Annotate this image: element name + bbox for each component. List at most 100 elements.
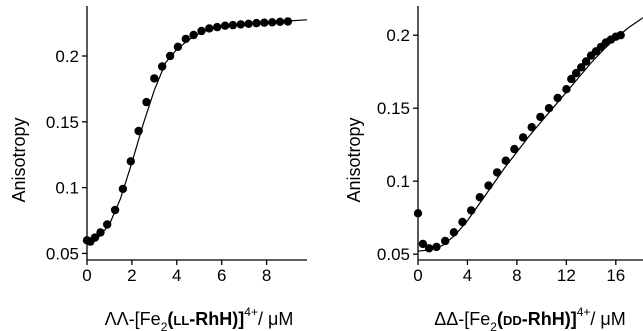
right-data-point — [544, 104, 554, 113]
right-ytick-label: 0.05 — [377, 245, 410, 264]
right-panel: Anisotropy 0.05 0.1 0.15 0.2 0 4 8 12 16… — [344, 6, 643, 331]
right-data-point — [467, 206, 476, 215]
right-data-point — [572, 68, 581, 78]
left-data-point — [197, 26, 206, 36]
right-xtick-label: 8 — [512, 266, 521, 285]
right-data-point — [536, 112, 545, 122]
right-xlabel-open: ( — [497, 309, 503, 329]
right-data-point — [475, 193, 484, 202]
left-data-point — [126, 157, 135, 166]
left-fit-line — [86, 19, 308, 244]
right-data-point — [553, 93, 562, 103]
left-xlabel: ΛΛ-[Fe2(LL-RhH)]4+/ μM — [105, 305, 294, 331]
left-data-points — [82, 17, 293, 246]
left-data-point — [96, 228, 105, 237]
right-data-point — [562, 85, 571, 94]
left-data-point — [181, 34, 190, 44]
left-data-point — [150, 74, 159, 83]
right-xlabel-bold: -RhH — [522, 309, 565, 329]
right-fit-line — [417, 17, 643, 252]
left-data-point — [220, 21, 230, 30]
left-xlabel-unit: / μM — [258, 309, 293, 329]
right-xtick-label: 12 — [557, 266, 576, 285]
left-ytick-label: 0.05 — [46, 244, 79, 263]
right-data-point — [424, 244, 434, 253]
left-ytick-labels: 0.05 0.1 0.15 0.2 — [46, 47, 79, 263]
left-xlabel-prefix: ΛΛ-[Fe — [105, 309, 161, 329]
right-ytick-label: 0.1 — [386, 172, 410, 191]
right-xlabel: ΔΔ-[Fe2(DD-RhH)]4+/ μM — [434, 305, 626, 331]
right-plot-frame — [413, 6, 643, 265]
right-xlabel-sup: 4+ — [577, 305, 591, 319]
right-xtick-label: 4 — [463, 266, 472, 285]
left-data-point — [283, 17, 293, 26]
left-data-point — [213, 22, 222, 32]
left-data-point — [236, 20, 245, 29]
left-data-point — [252, 18, 261, 28]
right-xlabel-unit: / μM — [590, 309, 625, 329]
left-xlabel-close: )] — [232, 309, 244, 329]
right-data-point — [484, 181, 493, 190]
left-data-point — [134, 126, 143, 136]
right-data-point — [418, 239, 428, 249]
right-data-point — [432, 242, 441, 252]
right-data-point — [501, 156, 510, 165]
left-data-point — [275, 17, 285, 26]
left-xlabel-sub: 2 — [161, 320, 168, 331]
left-panel: Anisotropy 0.05 0.1 0.15 0.2 0 2 4 6 8 Λ… — [9, 6, 308, 331]
left-data-point — [90, 233, 100, 242]
right-ytick-labels: 0.05 0.1 0.15 0.2 — [377, 26, 410, 264]
left-data-point — [205, 24, 214, 33]
left-data-point — [228, 20, 238, 30]
left-xlabel-open: ( — [167, 309, 173, 329]
right-ytick-label: 0.15 — [377, 99, 410, 118]
right-data-point — [527, 123, 536, 132]
left-data-point — [110, 205, 120, 215]
left-data-point — [268, 18, 277, 27]
left-xtick-label: 6 — [217, 266, 226, 285]
left-data-point — [103, 220, 112, 229]
left-data-point — [118, 184, 128, 194]
right-xlabel-close: )] — [565, 309, 577, 329]
left-data-point — [142, 97, 151, 107]
right-data-point — [581, 57, 591, 66]
right-xtick-label: 0 — [413, 266, 422, 285]
right-data-point — [567, 74, 576, 84]
right-ylabel: Anisotropy — [344, 117, 364, 202]
right-xlabel-sub: 2 — [490, 320, 497, 331]
right-data-point — [577, 63, 586, 72]
left-ytick-label: 0.1 — [55, 179, 79, 198]
left-ytick-label: 0.2 — [55, 47, 79, 66]
right-xtick-labels: 0 4 8 12 16 — [413, 266, 625, 285]
right-xlabel-prefix: ΔΔ-[Fe — [434, 309, 490, 329]
left-xtick-labels: 0 2 4 6 8 — [82, 266, 271, 285]
right-data-point — [616, 31, 625, 40]
left-data-point — [165, 51, 175, 61]
right-data-point — [510, 144, 519, 154]
left-plot-frame — [82, 6, 307, 265]
left-ylabel: Anisotropy — [9, 117, 29, 202]
left-xtick-label: 0 — [82, 266, 91, 285]
right-ytick-label: 0.2 — [386, 26, 410, 45]
left-data-point — [260, 18, 269, 27]
left-xlabel-sup: 4+ — [244, 305, 258, 319]
left-xtick-label: 2 — [127, 266, 136, 285]
left-data-point — [244, 19, 253, 28]
right-data-point — [518, 133, 528, 142]
right-data-points — [413, 31, 625, 253]
right-data-point — [449, 228, 459, 237]
left-ytick-label: 0.15 — [46, 113, 79, 132]
right-xtick-label: 16 — [606, 266, 625, 285]
left-data-point — [173, 42, 183, 51]
left-xlabel-bold: -RhH — [189, 309, 232, 329]
right-data-point — [441, 236, 450, 246]
left-xtick-label: 8 — [262, 266, 271, 285]
left-xtick-label: 4 — [172, 266, 181, 285]
left-xlabel-sc: LL — [173, 313, 189, 328]
right-data-point — [492, 168, 502, 177]
left-data-point — [189, 30, 198, 40]
left-data-point — [158, 62, 167, 71]
right-xlabel-sc: DD — [503, 313, 522, 328]
right-data-point — [458, 217, 467, 227]
